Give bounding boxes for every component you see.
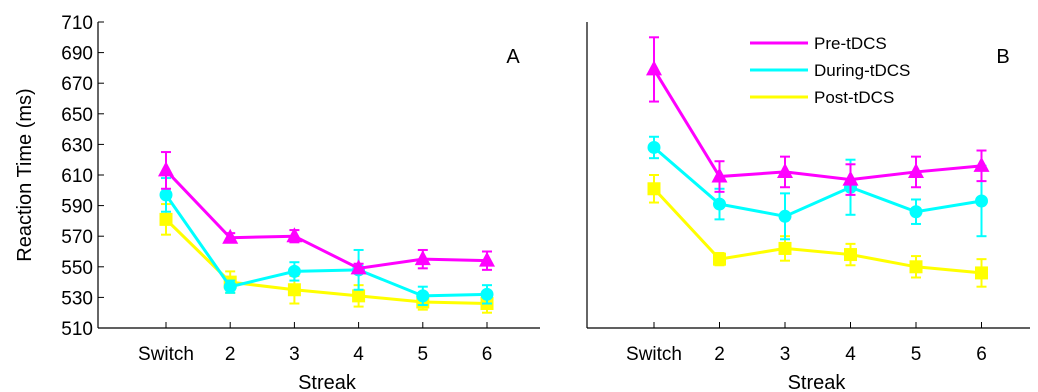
x-tick-label: 4 xyxy=(353,344,364,365)
data-point xyxy=(777,162,793,178)
series-during-tdcs xyxy=(159,177,494,307)
data-point xyxy=(908,162,924,178)
data-point xyxy=(647,182,661,196)
panel-b: Switch 2 3 4 5 6 Streak B Pre-tDCS During-tDCS Pos… xyxy=(586,22,1030,392)
data-point xyxy=(416,289,430,303)
data-point xyxy=(159,188,173,202)
data-point xyxy=(842,170,859,186)
series-line xyxy=(164,194,488,298)
y-tick-label: 510 xyxy=(61,319,93,340)
panel-label: B xyxy=(996,46,1009,68)
data-point xyxy=(975,266,988,280)
series-line xyxy=(652,68,982,182)
y-tick-label: 590 xyxy=(61,197,93,218)
panel-a: 510 530 550 570 590 610 630 650 670 690 710 Switch 2… xyxy=(14,13,540,392)
y-tick-label: 690 xyxy=(61,44,93,65)
data-point xyxy=(646,60,662,76)
legend-entry: Pre-tDCS xyxy=(814,34,887,53)
x-tick-label: Switch xyxy=(626,344,682,365)
data-point xyxy=(973,156,990,172)
data-point xyxy=(286,227,303,243)
x-tick-label: 4 xyxy=(845,344,856,365)
series-line xyxy=(652,187,982,275)
data-point xyxy=(713,252,726,266)
y-tick-label: 670 xyxy=(61,74,93,95)
x-tick-label: 6 xyxy=(976,344,987,365)
y-tick-label: 570 xyxy=(61,227,93,248)
x-axis-label: Streak xyxy=(788,372,847,392)
series-line xyxy=(653,146,982,218)
series-pre-tdcs xyxy=(158,151,495,275)
x-axis-label: Streak xyxy=(298,372,357,392)
data-point xyxy=(287,283,301,297)
data-point xyxy=(158,161,174,177)
data-point xyxy=(713,197,726,211)
data-point xyxy=(223,280,237,294)
x-tick-label: 3 xyxy=(780,344,791,365)
x-tick-label: 6 xyxy=(482,344,493,365)
y-tick-label: 610 xyxy=(61,166,93,187)
data-point xyxy=(352,289,366,303)
x-tick-label: 3 xyxy=(289,344,300,365)
data-point xyxy=(844,248,857,262)
y-tick-label: 530 xyxy=(61,288,93,309)
x-tick-label: 5 xyxy=(911,344,922,365)
legend-entry: Post-tDCS xyxy=(814,88,894,107)
data-point xyxy=(159,212,173,226)
data-point xyxy=(975,194,988,208)
data-point xyxy=(287,264,301,278)
legend-entry: During-tDCS xyxy=(814,61,910,80)
y-tick-label: 630 xyxy=(61,135,93,156)
data-point xyxy=(480,287,494,301)
data-point xyxy=(778,241,792,255)
x-tick-label: 5 xyxy=(418,344,429,365)
data-point xyxy=(909,260,923,274)
data-point xyxy=(222,228,239,244)
data-point xyxy=(647,140,661,154)
x-tick-label: Switch xyxy=(138,344,194,365)
x-tick-label: 2 xyxy=(225,344,236,365)
data-point xyxy=(711,167,728,183)
x-tick-label: 2 xyxy=(714,344,725,365)
y-tick-label: 710 xyxy=(61,13,93,34)
panel-label: A xyxy=(506,46,520,68)
legend: Pre-tDCS During-tDCS Post-tDCS xyxy=(750,34,910,107)
y-tick-label: 550 xyxy=(61,258,93,279)
y-tick-label: 650 xyxy=(61,105,93,126)
data-point xyxy=(350,259,367,275)
series-post-tdcs xyxy=(647,174,988,288)
data-point xyxy=(909,205,923,219)
data-point xyxy=(479,251,495,267)
series-pre-tdcs xyxy=(646,36,990,196)
data-point xyxy=(414,250,431,266)
series-during-tdcs xyxy=(647,135,988,241)
series-line xyxy=(164,169,488,270)
data-point xyxy=(778,209,792,223)
y-axis-label: Reaction Time (ms) xyxy=(14,88,36,261)
